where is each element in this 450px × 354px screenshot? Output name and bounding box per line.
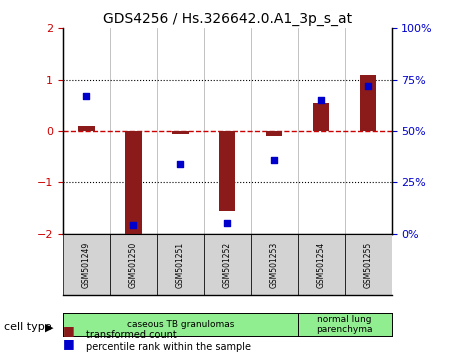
Text: caseous TB granulomas: caseous TB granulomas xyxy=(126,320,234,329)
Title: GDS4256 / Hs.326642.0.A1_3p_s_at: GDS4256 / Hs.326642.0.A1_3p_s_at xyxy=(103,12,352,26)
Bar xyxy=(219,131,235,211)
Point xyxy=(318,97,325,103)
Text: GSM501252: GSM501252 xyxy=(223,241,232,287)
Bar xyxy=(266,131,283,136)
Text: GSM501255: GSM501255 xyxy=(364,241,373,287)
Bar xyxy=(78,126,94,131)
Text: GSM501250: GSM501250 xyxy=(129,241,138,287)
Point xyxy=(270,157,278,162)
Text: ■: ■ xyxy=(63,337,75,350)
Bar xyxy=(172,131,189,133)
FancyBboxPatch shape xyxy=(110,234,157,295)
Text: cell type: cell type xyxy=(4,322,52,332)
Bar xyxy=(360,75,376,131)
Point xyxy=(130,223,137,228)
Bar xyxy=(313,103,329,131)
FancyBboxPatch shape xyxy=(251,234,297,295)
Text: GSM501249: GSM501249 xyxy=(82,241,91,287)
FancyBboxPatch shape xyxy=(157,234,204,295)
Text: percentile rank within the sample: percentile rank within the sample xyxy=(86,342,251,352)
FancyBboxPatch shape xyxy=(63,234,110,295)
Text: ■: ■ xyxy=(63,325,75,337)
Point xyxy=(177,161,184,167)
Text: normal lung
parenchyma: normal lung parenchyma xyxy=(316,315,373,335)
Text: transformed count: transformed count xyxy=(86,330,176,339)
FancyBboxPatch shape xyxy=(345,234,392,295)
FancyBboxPatch shape xyxy=(204,234,251,295)
Text: GSM501251: GSM501251 xyxy=(176,241,185,287)
Point xyxy=(83,93,90,99)
FancyBboxPatch shape xyxy=(297,234,345,295)
Text: GSM501253: GSM501253 xyxy=(270,241,279,287)
Text: ▶: ▶ xyxy=(45,322,54,332)
Point xyxy=(224,221,231,226)
Bar xyxy=(125,131,142,236)
Point xyxy=(364,83,372,88)
Text: GSM501254: GSM501254 xyxy=(317,241,326,287)
